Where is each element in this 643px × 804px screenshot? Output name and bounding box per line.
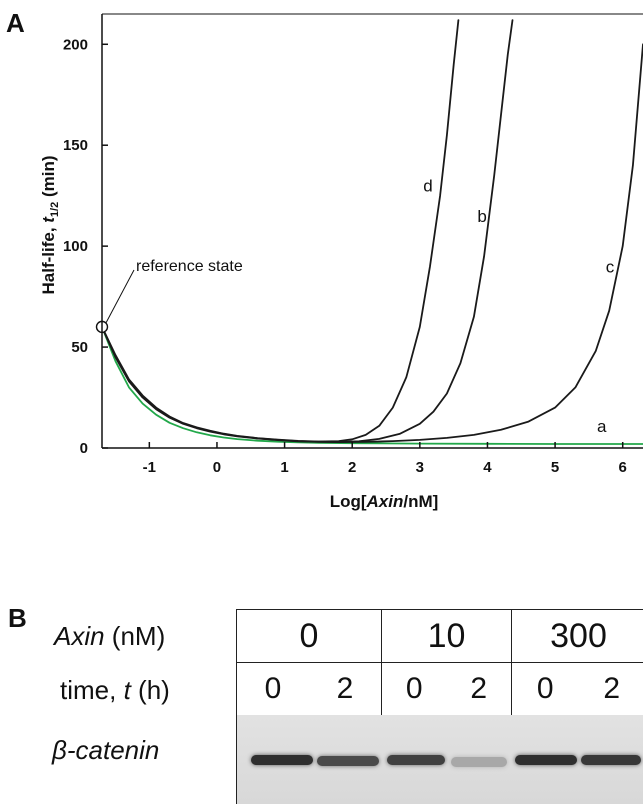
y-tick-label: 100: [63, 238, 88, 255]
x-title-italic: Axin: [366, 492, 404, 511]
time-cell-group-2: 0 2: [381, 662, 512, 716]
axin-value-0: 0: [299, 616, 319, 655]
axin-value-10: 10: [427, 616, 466, 655]
panel-a-label: A: [6, 8, 25, 38]
axin-row-label-unit: (nM): [104, 621, 166, 651]
x-axis-title: Log[Axin/nM]: [330, 492, 439, 511]
half-life-chart: A d b c a 0 50 100 150 200 -1 0 1 2 3 4 5 6 Half-life, …: [6, 8, 643, 511]
axin-cell-0: 0: [236, 609, 382, 663]
axes: 0 50 100 150 200 -1 0 1 2 3 4 5 6: [63, 13, 643, 476]
axin-row-label-italic: Axin: [54, 621, 105, 651]
axin-cell-10: 10: [381, 609, 512, 663]
band-lane-5: [515, 755, 577, 765]
curve-label-b: b: [477, 207, 486, 226]
curve-label-a: a: [597, 417, 607, 436]
series-line-a: [102, 325, 643, 445]
series-group: [102, 19, 643, 445]
beta-catenin-label-text: β-catenin: [52, 735, 160, 765]
blot-table: 0 10 300 0 2 0 2 0 2: [236, 609, 643, 804]
x-tick-label: 3: [416, 459, 424, 476]
x-tick-label: 1: [280, 459, 288, 476]
series-line-b: [102, 19, 514, 443]
band-lane-6: [581, 755, 641, 765]
time-lane-6: 2: [603, 672, 621, 705]
time-row-label: time, t (h): [60, 675, 170, 706]
gel-image: [236, 715, 643, 804]
band-lane-2: [317, 756, 379, 766]
series-line-c: [102, 43, 643, 444]
x-tick-label: 6: [619, 459, 627, 476]
time-cell-group-3: 0 2: [511, 662, 643, 716]
time-lane-5: 0: [536, 672, 554, 705]
x-tick-label: 5: [551, 459, 559, 476]
y-tick-label: 150: [63, 137, 88, 154]
band-lane-4: [451, 757, 507, 767]
time-cell-group-1: 0 2: [236, 662, 382, 716]
time-lane-2: 2: [336, 672, 354, 705]
time-lane-4: 2: [470, 672, 488, 705]
panel-b-label: B: [8, 603, 27, 633]
band-lane-1: [251, 755, 313, 765]
time-row-label-italic: t: [123, 675, 131, 705]
curve-label-c: c: [606, 257, 615, 276]
x-tick-label: -1: [143, 459, 156, 476]
beta-catenin-row-label: β-catenin: [52, 735, 159, 766]
reference-leader-line: [105, 269, 135, 324]
time-row-label-prefix: time,: [60, 675, 124, 705]
y-tick-label: 200: [63, 36, 88, 53]
axin-cell-300: 300: [511, 609, 643, 663]
y-title-symbol: t: [39, 216, 58, 223]
y-title-unit: (min): [39, 155, 58, 201]
y-title-subscript: 1/2: [49, 202, 61, 217]
y-tick-label: 50: [71, 339, 88, 356]
x-title-suffix: /nM]: [403, 492, 438, 511]
x-title-prefix: Log[: [330, 492, 367, 511]
time-row-label-unit: (h): [130, 675, 170, 705]
time-lane-3: 0: [405, 672, 423, 705]
western-blot-panel: B Axin (nM) time, t (h) β-catenin 0 10 3…: [0, 585, 643, 804]
band-lane-3: [387, 755, 445, 765]
series-line-d: [102, 19, 460, 443]
reference-state-annotation: reference state: [136, 258, 243, 275]
axin-row-label: Axin (nM): [54, 621, 165, 652]
x-tick-label: 0: [213, 459, 221, 476]
axin-value-300: 300: [550, 616, 607, 655]
y-tick-label: 0: [80, 440, 88, 457]
time-lane-1: 0: [264, 672, 282, 705]
y-axis-title: Half-life, t1/2 (min): [39, 155, 61, 294]
y-title-text: Half-life,: [39, 223, 58, 295]
plot-area: d b c a: [95, 19, 643, 445]
x-tick-label: 4: [483, 459, 492, 476]
curve-label-d: d: [423, 177, 432, 196]
x-tick-label: 2: [348, 459, 356, 476]
